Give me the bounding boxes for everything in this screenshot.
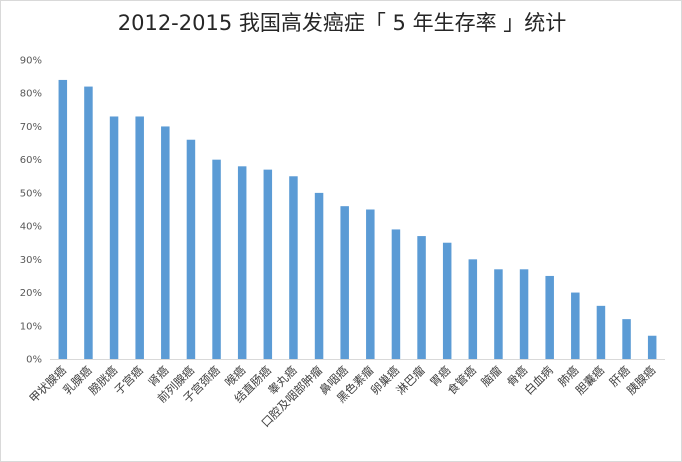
y-tick-label: 90%	[20, 56, 42, 67]
bar-7	[212, 159, 221, 359]
x-category-label: 淋巴瘤	[393, 363, 428, 398]
x-category-label: 食管癌	[445, 363, 480, 398]
bar-12	[340, 206, 349, 359]
bar-11	[314, 192, 324, 359]
x-category-label: 胆囊癌	[573, 363, 608, 398]
bar-14	[391, 229, 401, 359]
bar-21	[571, 292, 580, 359]
chart-title: 2012-2015 我国高发癌症「 5 年生存率 」统计	[117, 11, 567, 35]
bar-22	[596, 305, 606, 359]
y-tick-label: 40%	[20, 222, 42, 233]
y-tick-label: 20%	[20, 288, 42, 299]
bars-group	[58, 79, 657, 360]
bar-19	[519, 269, 529, 359]
y-tick-label: 70%	[20, 122, 42, 133]
bar-9	[263, 169, 273, 359]
bar-17	[468, 259, 478, 359]
bar-1	[58, 79, 68, 359]
y-tick-label: 50%	[20, 188, 42, 199]
bar-15	[417, 236, 426, 359]
y-axis-ticks: 0% 10% 20% 30% 40% 50% 60% 70% 80% 90%	[20, 56, 42, 366]
y-tick-label: 10%	[20, 321, 42, 332]
y-tick-label: 80%	[20, 89, 42, 100]
bar-20	[545, 275, 554, 359]
x-category-label: 子宫癌	[112, 363, 147, 398]
bar-6	[186, 139, 196, 359]
bar-18	[494, 269, 503, 359]
bar-24	[647, 335, 657, 359]
y-tick-label: 60%	[20, 155, 42, 166]
bar-4	[135, 116, 144, 359]
x-category-label: 胰腺癌	[624, 363, 659, 398]
bar-8	[237, 166, 247, 359]
bar-13	[366, 209, 375, 359]
y-tick-label: 0%	[26, 355, 42, 366]
bar-2	[84, 86, 93, 360]
bar-5	[161, 126, 170, 359]
x-category-label: 白血病	[522, 363, 557, 398]
y-tick-label: 30%	[20, 255, 42, 266]
bar-10	[289, 176, 298, 359]
x-category-label: 脑瘤	[478, 363, 505, 390]
bar-3	[109, 116, 119, 359]
bar-23	[622, 319, 631, 359]
bar-16	[442, 242, 452, 359]
